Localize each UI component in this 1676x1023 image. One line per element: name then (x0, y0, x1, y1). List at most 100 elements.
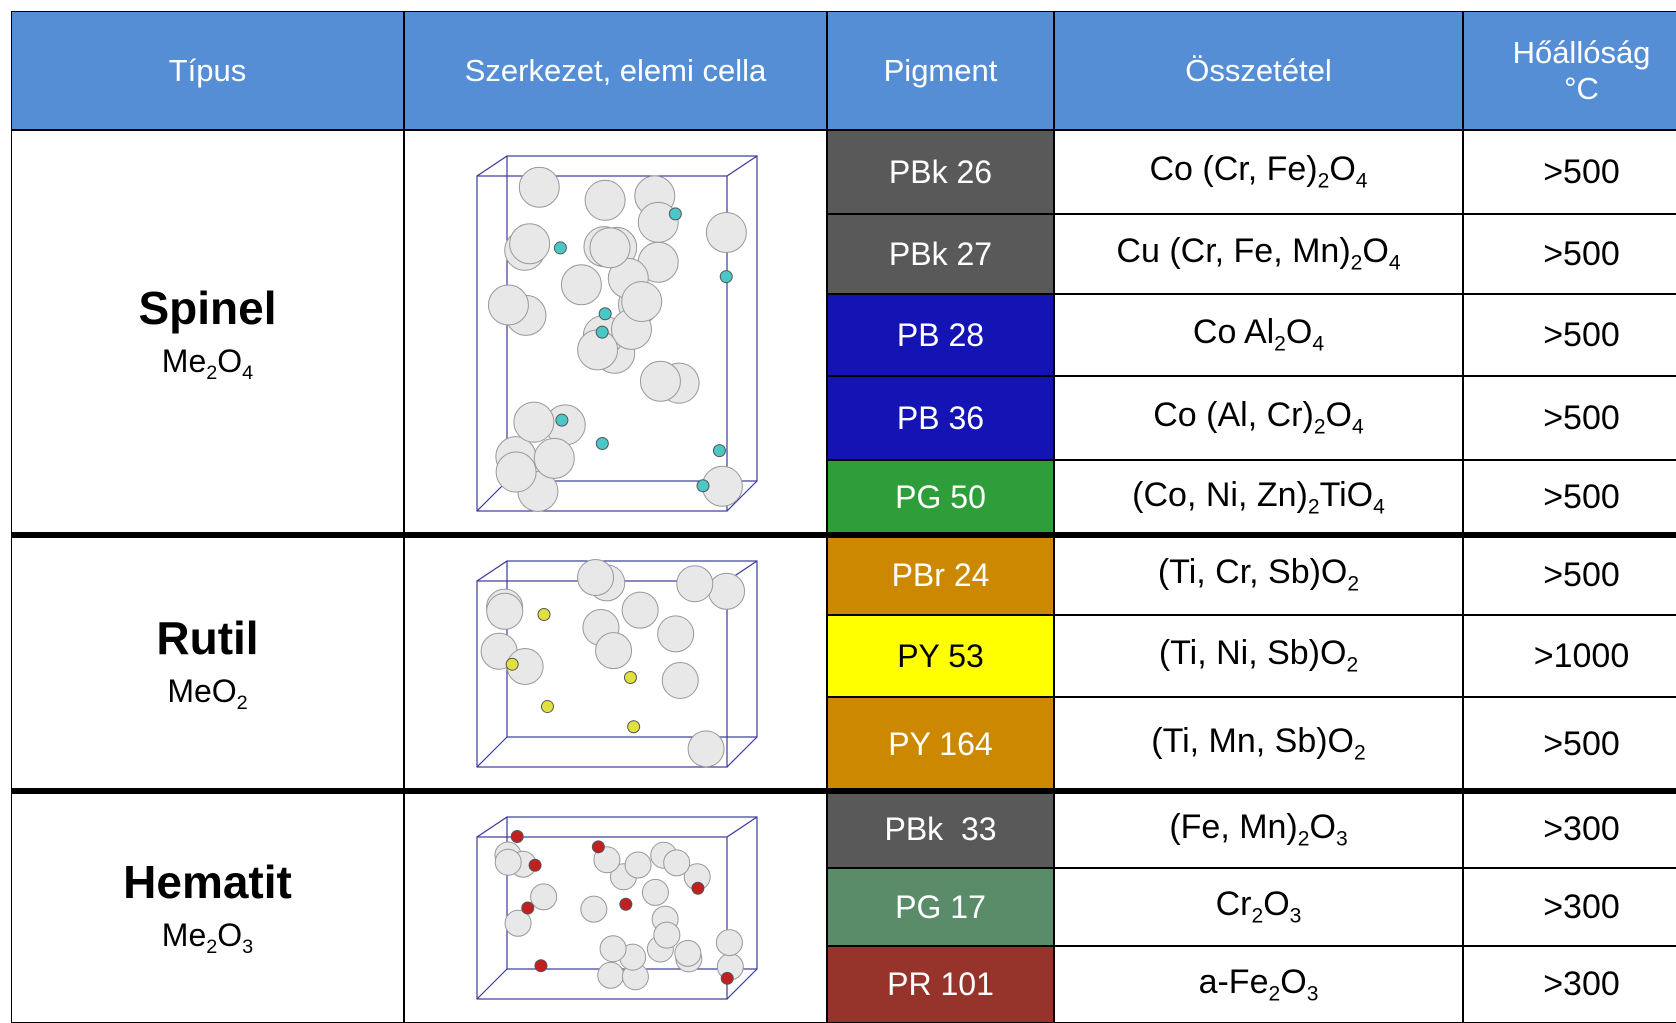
subscript: 2 (206, 361, 218, 384)
formula-part: Co (Cr, Fe) (1149, 150, 1318, 189)
formula-part: O (1309, 807, 1336, 846)
atom (652, 921, 680, 949)
cell-edge (726, 968, 757, 1000)
subscript: 4 (1388, 251, 1401, 275)
formula-part: (Co, Ni, Zn) (1132, 475, 1308, 514)
atom (661, 661, 699, 699)
header-cell: Pigment (827, 11, 1054, 130)
atom (576, 559, 614, 597)
heat-cell: >1000 (1463, 615, 1676, 697)
subscript: 4 (1355, 169, 1368, 193)
formula: a-Fe2O3 (1199, 963, 1319, 1006)
atom (690, 881, 704, 895)
formula: Me2O3 (162, 917, 253, 959)
composition-cell: (Ti, Cr, Sb)O2 (1054, 535, 1463, 615)
cell-edge (476, 816, 507, 838)
cell-edge (475, 175, 728, 512)
type-cell: Hematit Me2O3 (11, 791, 404, 1023)
atom (696, 479, 710, 493)
atom (591, 840, 605, 854)
pigment-cell: PBr 24 (827, 535, 1054, 615)
atom (621, 591, 659, 629)
atom (598, 307, 612, 321)
atom (487, 284, 529, 326)
pigment-cell: PY 53 (827, 615, 1054, 697)
cell-edge (476, 155, 507, 177)
composition-cell: Cu (Cr, Fe, Mn)2O4 (1054, 214, 1463, 294)
type-cell: Rutil MeO2 (11, 535, 404, 791)
pigment-cell: PB 36 (827, 376, 1054, 460)
atom (705, 211, 747, 253)
subscript: 4 (1352, 415, 1364, 439)
pigment-cell: PG 17 (827, 868, 1054, 946)
heat-cell: >300 (1463, 791, 1676, 868)
atom (592, 846, 620, 874)
cell-edge (726, 480, 757, 512)
formula: (Co, Ni, Zn)2TiO4 (1132, 476, 1385, 519)
heat-cell: >500 (1463, 376, 1676, 460)
atom (494, 848, 522, 876)
subscript: 2 (1297, 827, 1310, 851)
formula-part: O (1263, 885, 1290, 924)
cell-edge (726, 816, 757, 838)
atom (599, 935, 627, 963)
atom (553, 241, 567, 255)
pigment-cell: PG 50 (827, 460, 1054, 535)
composition-cell: (Ti, Ni, Sb)O2 (1054, 615, 1463, 697)
atom (584, 179, 626, 221)
atom (528, 858, 542, 872)
type-name: Hematit (123, 856, 292, 909)
formula-part: O (1329, 150, 1356, 189)
atom (554, 413, 568, 427)
formula-part: a-Fe (1198, 962, 1269, 1001)
atom (595, 325, 609, 339)
subscript: 2 (1307, 495, 1320, 519)
crystal-structure (475, 816, 758, 1000)
subscript: 2 (1268, 982, 1281, 1006)
formula-part: O (1285, 313, 1313, 352)
atom (540, 700, 554, 714)
formula: (Ti, Ni, Sb)O2 (1159, 634, 1358, 677)
atom (495, 451, 537, 493)
composition-cell: Co (Al, Cr)2O4 (1054, 376, 1463, 460)
cell-edge (476, 968, 507, 1000)
formula-part: (Ti, Cr, Sb)O (1157, 553, 1348, 592)
cell-edge (476, 736, 507, 768)
atom (673, 939, 701, 967)
type-cell: Spinel Me2O4 (11, 130, 404, 535)
subscript: 4 (1373, 495, 1385, 519)
atom (719, 270, 733, 284)
subscript: 3 (1335, 827, 1348, 851)
formula-part: Cu (Cr, Fe, Mn) (1116, 232, 1351, 271)
cell-edge (726, 155, 757, 177)
pigment-cell: PBk 33 (827, 791, 1054, 868)
type-name: Spinel (138, 281, 277, 334)
atom (675, 565, 713, 603)
atom (712, 444, 726, 458)
heat-cell: >500 (1463, 460, 1676, 535)
composition-cell: (Ti, Mn, Sb)O2 (1054, 697, 1463, 791)
atom (510, 829, 524, 843)
subscript: 2 (1313, 415, 1326, 439)
atom (518, 166, 560, 208)
crystal-structure (475, 559, 758, 768)
atom (529, 883, 557, 911)
header-cell: Típus (11, 11, 404, 130)
formula-part: TiO (1319, 475, 1374, 514)
atom (520, 901, 534, 915)
formula-part: O (1280, 962, 1307, 1001)
composition-cell: (Fe, Mn)2O3 (1054, 791, 1463, 868)
atom (594, 632, 632, 670)
atom (662, 849, 690, 877)
subscript: 2 (1251, 904, 1264, 928)
atom (624, 851, 652, 879)
subscript: 3 (1289, 904, 1302, 928)
atom (656, 615, 694, 653)
atom (485, 592, 523, 630)
formula-part: (Fe, Mn) (1169, 807, 1298, 846)
atom (579, 895, 607, 923)
pigment-cell: PB 28 (827, 294, 1054, 376)
composition-cell: a-Fe2O3 (1054, 946, 1463, 1023)
cell-edge (476, 560, 507, 582)
